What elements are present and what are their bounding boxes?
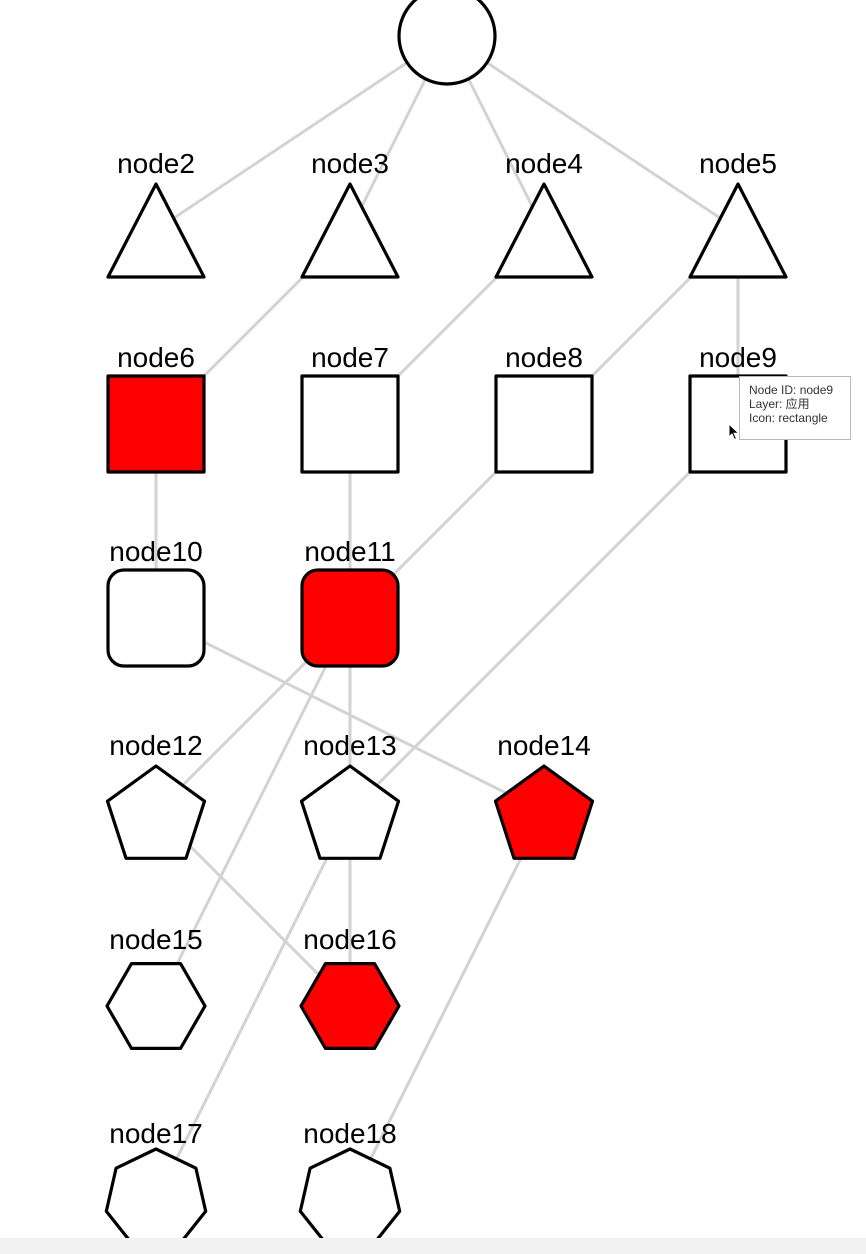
- node-tooltip: Node ID: node9 Layer: 应用 Icon: rectangle: [739, 376, 851, 440]
- node-label: node16: [303, 924, 396, 955]
- tooltip-node-id: Node ID: node9: [749, 383, 834, 397]
- pentagon-icon[interactable]: [105, 764, 207, 860]
- edge-node1-node5: [446, 34, 739, 232]
- pentagon-icon[interactable]: [493, 764, 595, 860]
- rectangle-icon[interactable]: [494, 374, 594, 474]
- hexagon-icon[interactable]: [105, 961, 207, 1051]
- edge-node13-node17: [154, 811, 352, 1201]
- tooltip-layer: Layer: 应用: [749, 397, 810, 411]
- node-label: node14: [497, 730, 590, 761]
- graph-node-node2[interactable]: node2: [106, 148, 206, 279]
- graph-node-node15[interactable]: node15: [105, 924, 207, 1051]
- node-label: node8: [505, 342, 583, 373]
- edge-node1-node2: [155, 34, 448, 232]
- graph-node-node5[interactable]: node5: [688, 148, 788, 279]
- graph-node-node4[interactable]: node4: [494, 148, 594, 279]
- node-label: node9: [699, 342, 777, 373]
- node-label: node11: [304, 536, 395, 567]
- triangle-icon[interactable]: [300, 182, 400, 279]
- graph-node-node3[interactable]: node3: [300, 148, 400, 279]
- triangle-icon[interactable]: [688, 182, 788, 279]
- circle-icon[interactable]: [397, 0, 497, 86]
- graph-node-node10[interactable]: node10: [106, 536, 206, 668]
- edge-node11-node15: [154, 617, 352, 1007]
- node-label: node2: [117, 148, 195, 179]
- graph-node-node11[interactable]: node11: [300, 536, 400, 668]
- node-label: node6: [117, 342, 195, 373]
- graph-node-node12[interactable]: node12: [105, 730, 207, 860]
- graph-node-node18[interactable]: node18: [298, 1118, 402, 1248]
- node-label: node10: [109, 536, 202, 567]
- rectangle-icon[interactable]: [300, 374, 400, 474]
- rounded-rectangle-icon[interactable]: [106, 568, 206, 668]
- graph-node-node13[interactable]: node13: [299, 730, 401, 860]
- graph-node-node17[interactable]: node17: [104, 1118, 208, 1248]
- node-layer: node2 node3 node4 node5 node6 node7 node8 node9…: [104, 0, 788, 1248]
- heptagon-icon[interactable]: [104, 1147, 208, 1248]
- rounded-rectangle-icon[interactable]: [300, 568, 400, 668]
- node-label: node7: [311, 342, 389, 373]
- heptagon-icon[interactable]: [298, 1147, 402, 1248]
- graph-node-node16[interactable]: node16: [299, 924, 401, 1051]
- bottom-scroll-area: [0, 1238, 866, 1254]
- rectangle-icon[interactable]: [106, 374, 206, 474]
- hexagon-icon[interactable]: [299, 961, 401, 1051]
- node-label: node18: [303, 1118, 396, 1149]
- node-label: node15: [109, 924, 202, 955]
- node-label: node4: [505, 148, 583, 179]
- edge-node14-node18: [348, 811, 546, 1201]
- graph-node-node1[interactable]: [397, 0, 497, 86]
- graph-node-node14[interactable]: node14: [493, 730, 595, 860]
- node-label: node3: [311, 148, 389, 179]
- node-label: node12: [109, 730, 202, 761]
- node-label: node17: [109, 1118, 202, 1149]
- pentagon-icon[interactable]: [299, 764, 401, 860]
- triangle-icon[interactable]: [494, 182, 594, 279]
- graph-node-node6[interactable]: node6: [106, 342, 206, 474]
- tooltip-icon: Icon: rectangle: [749, 411, 828, 425]
- node-label: node13: [303, 730, 396, 761]
- node-label: node5: [699, 148, 777, 179]
- triangle-icon[interactable]: [106, 182, 206, 279]
- edge-layer: [154, 34, 740, 1201]
- graph-node-node7[interactable]: node7: [300, 342, 400, 474]
- graph-node-node8[interactable]: node8: [494, 342, 594, 474]
- mouse-pointer-icon: [728, 423, 740, 441]
